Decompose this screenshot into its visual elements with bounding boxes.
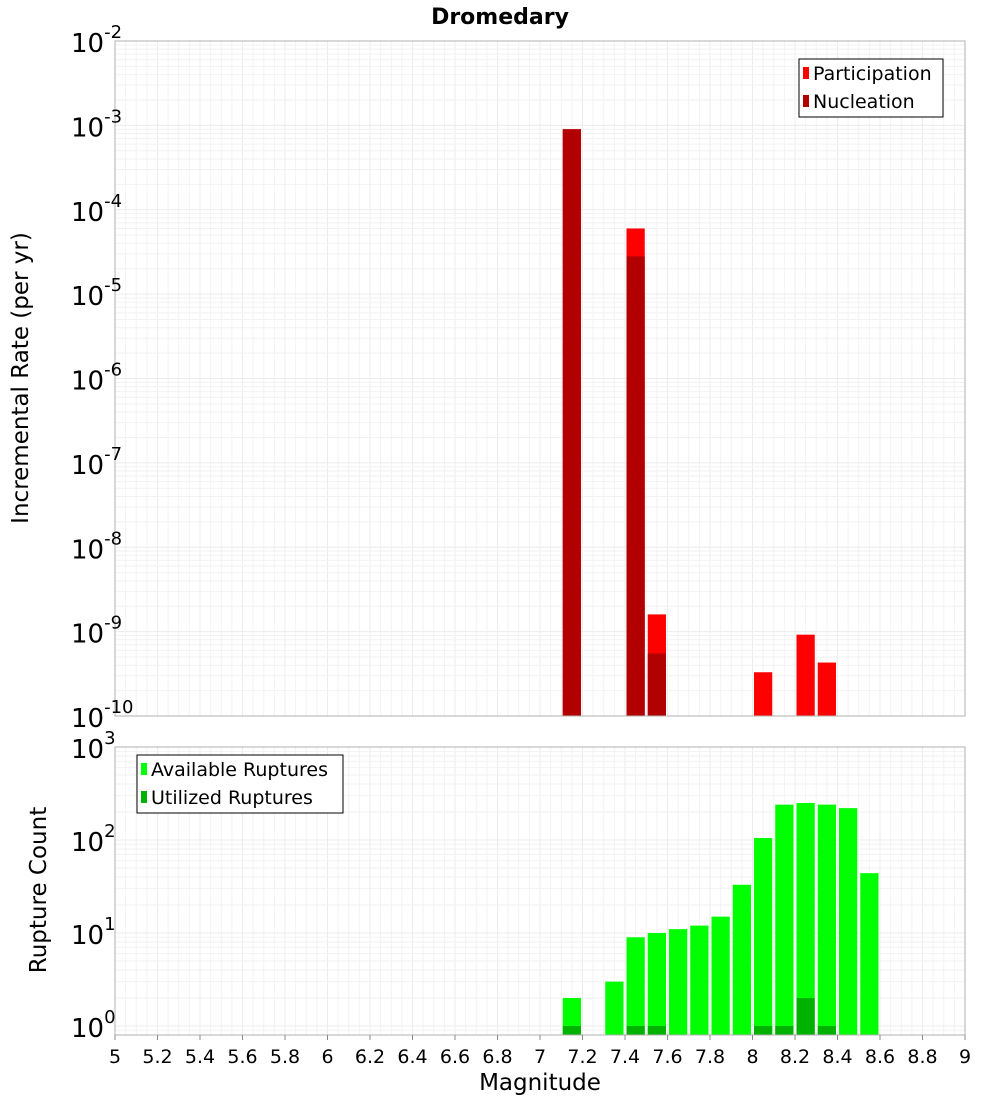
y-tick-label: 10-9 bbox=[71, 613, 122, 650]
axis-layer: 10-10 10-9 10-8 10-7 10-6 10-5 10-4 10-3 10-2 100… bbox=[71, 22, 971, 1068]
legend-label: Utilized Ruptures bbox=[151, 787, 313, 809]
y-tick-label: 102 bbox=[71, 821, 116, 858]
bar-available-ruptures bbox=[562, 997, 581, 1035]
y-tick-label: 100 bbox=[71, 1007, 116, 1044]
x-tick-label: 5 bbox=[109, 1046, 121, 1068]
x-tick-label: 9 bbox=[959, 1046, 971, 1068]
legend-layer: Participation Nucleation Available Rupture… bbox=[136, 58, 944, 814]
bar-available-ruptures bbox=[839, 808, 858, 1035]
y-tick-label: 10-2 bbox=[71, 22, 122, 59]
bar-available-ruptures bbox=[796, 802, 815, 1035]
y-tick-label: 101 bbox=[71, 914, 116, 951]
legend-box bbox=[136, 754, 344, 814]
chart-title: Dromedary bbox=[431, 5, 569, 30]
bar-available-ruptures bbox=[626, 937, 645, 1035]
y-tick-label: 10-4 bbox=[71, 191, 122, 228]
bar-utilized-ruptures bbox=[775, 1025, 794, 1035]
y-tick-label: 10-8 bbox=[71, 528, 122, 565]
x-tick-label: 5.6 bbox=[227, 1046, 257, 1068]
x-tick-label: 6.8 bbox=[482, 1046, 512, 1068]
x-tick-label: 6.6 bbox=[440, 1046, 470, 1068]
bar-available-ruptures bbox=[647, 932, 666, 1035]
legend-swatch bbox=[803, 67, 809, 79]
bar-participation bbox=[796, 634, 815, 716]
bar-available-ruptures bbox=[690, 925, 709, 1035]
bar-available-ruptures bbox=[817, 804, 836, 1035]
x-tick-label: 7.6 bbox=[652, 1046, 682, 1068]
bar-available-ruptures bbox=[711, 916, 730, 1035]
x-tick-label: 5.2 bbox=[142, 1046, 172, 1068]
y-tick-label: 10-3 bbox=[71, 106, 122, 143]
x-tick-label: 6.2 bbox=[355, 1046, 385, 1068]
legend-swatch bbox=[803, 95, 809, 107]
legend-label: Participation bbox=[813, 63, 932, 85]
x-tick-label: 8.2 bbox=[780, 1046, 810, 1068]
bars-layer bbox=[562, 129, 879, 1035]
bar-nucleation bbox=[562, 129, 581, 717]
x-tick-label: 7.2 bbox=[567, 1046, 597, 1068]
legend-swatch bbox=[141, 791, 147, 803]
x-tick-label: 8.8 bbox=[907, 1046, 937, 1068]
x-tick-label: 7.4 bbox=[610, 1046, 640, 1068]
y-tick-label: 10-7 bbox=[71, 444, 122, 481]
legend-label: Available Ruptures bbox=[151, 759, 328, 781]
bar-utilized-ruptures bbox=[626, 1025, 645, 1035]
legend-swatch bbox=[141, 763, 147, 775]
x-tick-label: 8.6 bbox=[865, 1046, 895, 1068]
x-tick-label: 8.4 bbox=[822, 1046, 852, 1068]
x-tick-label: 6.4 bbox=[397, 1046, 427, 1068]
bar-utilized-ruptures bbox=[562, 1025, 581, 1035]
bar-available-ruptures bbox=[860, 873, 879, 1035]
x-tick-label: 8 bbox=[746, 1046, 758, 1068]
bar-nucleation bbox=[647, 653, 666, 716]
bar-participation bbox=[817, 662, 836, 716]
bar-utilized-ruptures bbox=[796, 997, 815, 1035]
bar-utilized-ruptures bbox=[754, 1025, 773, 1035]
bar-available-ruptures bbox=[669, 929, 688, 1035]
legend: Participation Nucleation bbox=[798, 58, 944, 118]
y-tick-label: 103 bbox=[71, 728, 116, 765]
y-tick-label: 10-6 bbox=[71, 360, 122, 397]
bar-participation bbox=[754, 672, 773, 716]
x-tick-label: 7 bbox=[534, 1046, 546, 1068]
bottom-y-axis-label: Rupture Count bbox=[26, 807, 52, 973]
bar-utilized-ruptures bbox=[817, 1025, 836, 1035]
plot-frame bbox=[114, 40, 966, 717]
top-y-axis-label: Incremental Rate (per yr) bbox=[8, 232, 34, 524]
legend-box bbox=[798, 58, 944, 118]
x-tick-label: 7.8 bbox=[695, 1046, 725, 1068]
y-tick-label: 10-10 bbox=[71, 697, 134, 734]
legend-label: Nucleation bbox=[813, 91, 915, 113]
x-tick-label: 6 bbox=[321, 1046, 333, 1068]
x-axis-label: Magnitude bbox=[479, 1070, 601, 1096]
y-tick-label: 10-5 bbox=[71, 275, 122, 312]
legend: Available Ruptures Utilized Ruptures bbox=[136, 754, 344, 814]
grid-layer bbox=[114, 41, 966, 1036]
x-tick-label: 5.8 bbox=[270, 1046, 300, 1068]
bar-available-ruptures bbox=[754, 838, 773, 1035]
bar-available-ruptures bbox=[605, 981, 624, 1035]
bar-utilized-ruptures bbox=[647, 1025, 666, 1035]
x-tick-label: 5.4 bbox=[185, 1046, 215, 1068]
bar-available-ruptures bbox=[775, 804, 794, 1035]
bar-available-ruptures bbox=[732, 884, 751, 1035]
bar-nucleation bbox=[626, 256, 645, 716]
